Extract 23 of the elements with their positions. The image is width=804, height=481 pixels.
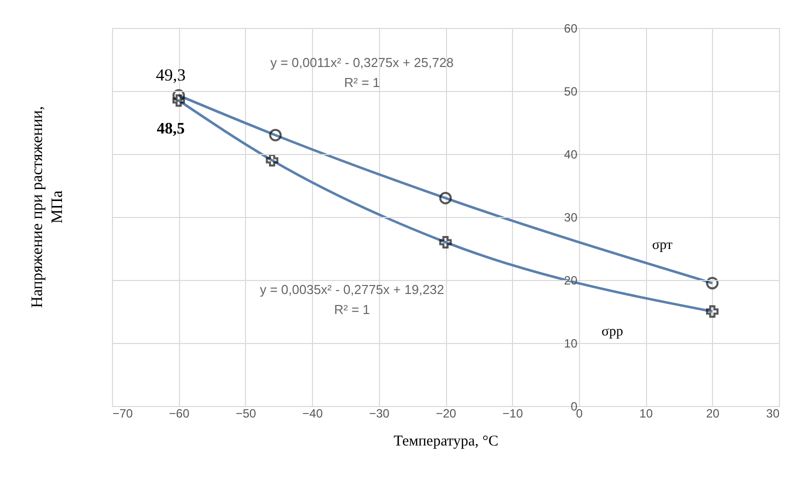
- x-tick-label: 10: [639, 406, 654, 420]
- x-tick-label: −30: [369, 406, 390, 420]
- series-label: σрт: [652, 238, 673, 254]
- x-tick-label: −50: [236, 406, 256, 420]
- x-tick-label: −20: [436, 406, 456, 420]
- x-axis-title: Температура, °С: [394, 434, 498, 450]
- x-tick-label: −10: [502, 406, 524, 420]
- y-tick-label: 60: [564, 22, 578, 36]
- x-tick-label: −60: [169, 406, 190, 420]
- x-tick-label: 30: [766, 406, 780, 420]
- y-axis-title: Напряжение при растяжении, МПа: [29, 106, 66, 308]
- y-tick-label: 10: [564, 336, 578, 350]
- annotation: y = 0,0011x² - 0,3275x + 25,728 R² = 1: [270, 55, 454, 90]
- y-tick-label: 30: [564, 210, 578, 224]
- x-tick-label: −40: [302, 406, 324, 420]
- x-tick-label: −70: [112, 406, 134, 420]
- annotation: y = 0,0035x² - 0,2775x + 19,232 R² = 1: [260, 282, 444, 317]
- data-label: 48,5: [156, 120, 185, 138]
- y-tick-label: 50: [564, 84, 578, 98]
- data-label: 49,3: [156, 65, 186, 84]
- text: σрр: [602, 324, 624, 340]
- y-tick-label: 40: [564, 148, 578, 162]
- x-tick-label: 20: [706, 406, 720, 420]
